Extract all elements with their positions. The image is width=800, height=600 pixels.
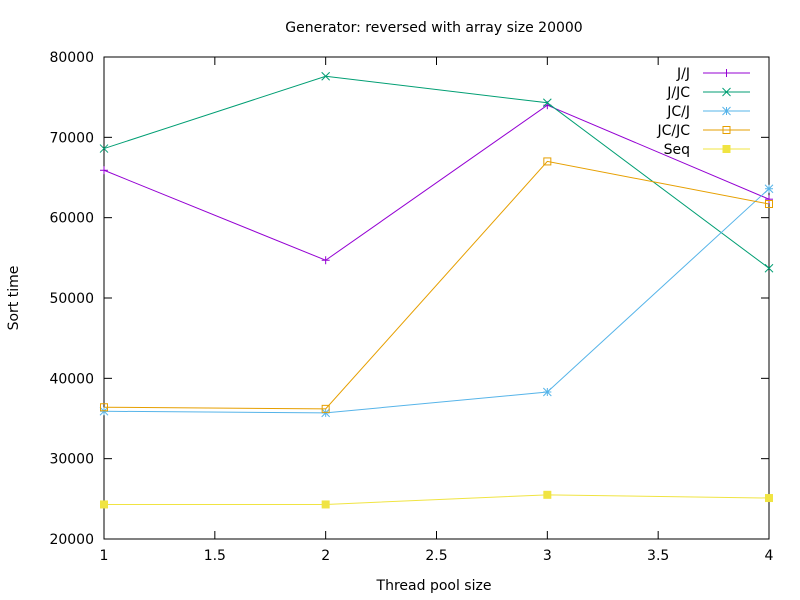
legend-entry: JC/J [666,104,750,120]
y-tick-label: 50000 [49,291,94,307]
data-point [722,69,731,77]
series-jc-jc [100,157,773,413]
x-tick-label: 3.5 [647,548,669,564]
y-tick-label: 60000 [49,211,94,227]
data-point [99,406,109,416]
legend-label: Seq [664,142,690,158]
data-point [321,408,331,418]
legend-entry: Seq [664,142,750,158]
x-axis-label: Thread pool size [376,578,492,594]
series-line [103,160,770,410]
y-axis-label: Sort time [6,266,22,331]
data-point [321,71,331,81]
data-point [722,126,731,134]
data-point [542,387,552,397]
data-point [321,404,330,413]
series-line [103,188,770,414]
y-tick-label: 70000 [49,130,94,146]
data-point [543,490,552,499]
series-line [103,104,770,261]
data-point [100,166,108,175]
series-line [104,494,770,505]
data-point [722,87,731,97]
data-point [99,144,109,153]
y-tick-label: 30000 [49,452,94,468]
y-tick-label: 20000 [49,532,94,548]
data-point [321,500,330,509]
series-seq [100,490,773,509]
series-line [103,75,770,269]
data-point [765,195,773,204]
data-point [321,256,330,265]
data-point [722,106,731,116]
data-point [764,263,774,273]
x-tick-label: 2 [321,548,330,564]
y-tick-label: 80000 [49,50,94,66]
x-tick-label: 1 [100,548,109,564]
data-point [100,403,108,412]
legend-entry: JC/JC [656,123,750,139]
series-j-jc [99,71,774,273]
legend-label: J/JC [666,85,690,101]
legend-label: J/J [676,66,690,82]
data-point [764,184,774,194]
legend: J/J J/JC JC/J JC/JC Seq [656,66,750,158]
y-tick-label: 40000 [49,371,94,387]
x-tick-label: 4 [765,548,774,564]
series-lines [99,71,774,509]
legend-label: JC/J [666,104,690,120]
data-point [543,157,552,166]
legend-label: JC/JC [656,123,690,139]
data-point [100,500,108,509]
data-point [765,494,773,503]
chart-title: Generator: reversed with array size 2000… [285,20,582,36]
series-jc-j [99,184,774,418]
axis-ticks: 1 1.5 2 2.5 3 3.5 4 20000 30000 40000 50000 60000 70… [49,50,773,564]
legend-entry: J/JC [666,85,750,101]
legend-entry: J/J [676,66,750,82]
data-point [722,145,731,153]
data-point [542,98,552,108]
x-tick-label: 1.5 [204,548,226,564]
x-tick-label: 3 [543,548,552,564]
data-point [765,200,773,209]
x-tick-label: 2.5 [425,548,447,564]
